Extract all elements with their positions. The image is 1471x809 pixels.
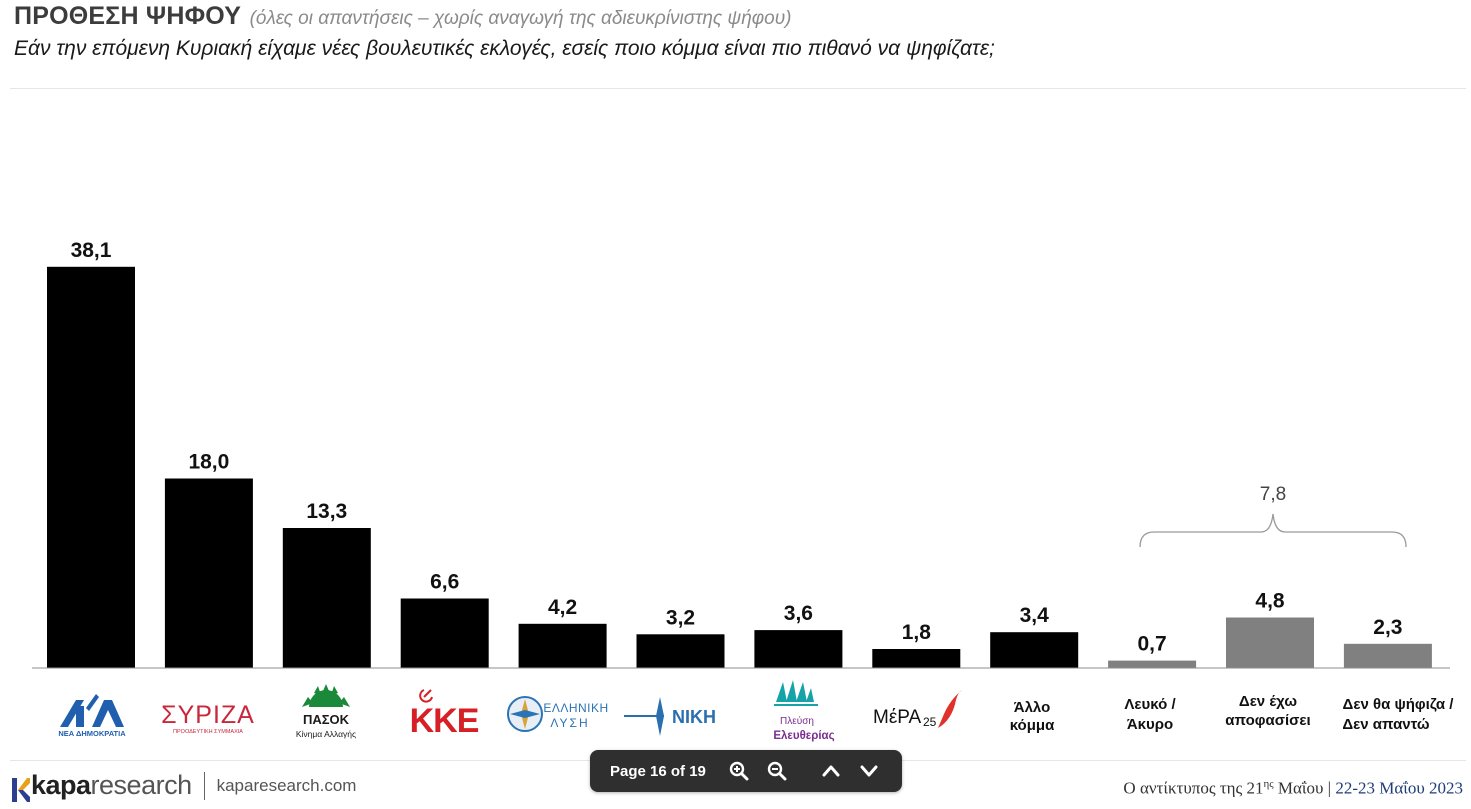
bar-10 <box>1108 660 1197 668</box>
category-label-niki: ΝΙΚΗ <box>624 697 716 736</box>
bar-5 <box>518 623 607 668</box>
pasok-logo-subtext: Κίνημα Αλλαγής <box>296 729 356 739</box>
nd-logo-text: ΝΕΑ ΔΗΜΟΚΡΑΤΙΑ <box>58 729 126 738</box>
footer-website[interactable]: kaparesearch.com <box>216 775 357 795</box>
bar-value-label-3: 13,3 <box>306 500 347 523</box>
syriza-logo-text: ΣΥΡΙΖΑ <box>161 701 255 729</box>
previous-page-button[interactable] <box>817 757 845 785</box>
allo-label-line2: κόμμα <box>1010 717 1055 734</box>
bar-value-label-4: 6,6 <box>430 571 459 594</box>
bar-value-label-12: 2,3 <box>1373 616 1402 639</box>
pasok-logo-text: ΠΑΣΟΚ <box>303 712 350 727</box>
undecided-bracket: 7,8 <box>1139 484 1407 548</box>
chevron-up-icon <box>822 765 840 777</box>
niki-logo-text: ΝΙΚΗ <box>672 707 716 727</box>
zoom-out-button[interactable] <box>763 757 791 785</box>
bar-value-label-5: 4,2 <box>548 596 577 619</box>
header: ΠΡΟΘΕΣΗ ΨΗΦΟΥ (όλες οι απαντήσεις – χωρί… <box>14 2 995 61</box>
elliniki-lysi-text-line2: ΛΥΣΗ <box>550 716 589 730</box>
pdf-page-toolbar: Page 16 of 19 <box>590 750 902 792</box>
footer-brand: kaparesearch kaparesearch.com <box>12 770 357 802</box>
bar-value-label-2: 18,0 <box>188 451 229 474</box>
category-label-lefko: Λευκό / Άκυρο <box>1124 696 1176 733</box>
category-label-elliniki-lysi: ΕΛΛΗΝΙΚΗ ΛΥΣΗ <box>507 696 608 732</box>
bar-value-label-10: 0,7 <box>1137 633 1166 656</box>
kke-logo-text: ΚΚΕ <box>410 702 479 740</box>
category-label-den-tha: Δεν θα ψήφιζα / Δεν απαντώ <box>1342 696 1454 733</box>
brand-wordmark: kaparesearch <box>31 770 192 801</box>
footer-context-sup: ης <box>1263 778 1274 790</box>
bar-value-label-8: 1,8 <box>902 621 932 644</box>
allo-label-line1: Άλλο <box>1014 699 1051 716</box>
mera25-logo-number: 25 <box>923 715 937 729</box>
footer-context: Ο αντίκτυπος της 21 <box>1123 778 1264 798</box>
next-page-button[interactable] <box>855 757 883 785</box>
footer-dates: 22-23 Μαΐου 2023 <box>1335 778 1463 798</box>
bar-4 <box>400 598 489 668</box>
category-label-den-exo: Δεν έχω αποφασίσει <box>1225 693 1310 729</box>
brand-part1: kapa <box>31 770 91 800</box>
bar-value-label-11: 4,8 <box>1255 590 1285 613</box>
bar-2 <box>164 478 253 668</box>
bar-7 <box>754 630 843 668</box>
chart-title: ΠΡΟΘΕΣΗ ΨΗΦΟΥ <box>14 2 242 30</box>
bar-value-label-1: 38,1 <box>71 239 112 262</box>
category-label-nd: ΝΕΑ ΔΗΜΟΚΡΑΤΙΑ <box>58 694 126 738</box>
niki-star-icon <box>624 697 664 736</box>
syriza-logo-subtext: ΠΡΟΟΔΕΥΤΙΚΗ ΣΥΜΜΑΧΙΑ <box>173 729 243 735</box>
bar-8 <box>872 649 961 668</box>
bar-value-label-6: 3,2 <box>666 606 695 629</box>
bar-1 <box>47 266 135 668</box>
bar-11 <box>1226 617 1314 668</box>
bar-value-label-9: 3,4 <box>1020 604 1050 627</box>
nd-logo-icon <box>60 694 124 727</box>
pasok-sun-icon <box>302 684 350 707</box>
category-label-mera25: ΜέΡΑ 25 <box>873 690 962 729</box>
bars-layer <box>47 266 1432 668</box>
top-divider <box>10 88 1466 89</box>
category-label-plefsi: Πλεύση Ελευθερίας <box>773 680 835 742</box>
bar-12 <box>1343 643 1432 668</box>
bracket-line <box>1139 513 1407 548</box>
title-line: ΠΡΟΘΕΣΗ ΨΗΦΟΥ (όλες οι απαντήσεις – χωρί… <box>14 2 995 31</box>
category-label-kke: ΚΚΕ <box>410 689 480 740</box>
den-exo-label-line2: αποφασίσει <box>1225 712 1310 729</box>
compass-icon <box>507 696 543 732</box>
hammer-sickle-icon <box>419 689 433 703</box>
swallow-icon <box>938 690 962 728</box>
den-exo-label-line1: Δεν έχω <box>1239 693 1297 710</box>
bar-6 <box>636 634 725 668</box>
chevron-down-icon <box>860 765 878 777</box>
zoom-in-icon <box>729 761 749 781</box>
zoom-in-button[interactable] <box>725 757 753 785</box>
bar-3 <box>282 528 371 668</box>
vote-intention-chart: 38,118,013,36,64,2 3,2 3,61,83,40,74,82,3 … <box>32 239 1454 742</box>
brand-part2: research <box>90 770 193 800</box>
footer-survey-info: Ο αντίκτυπος της 21ης Μαΐου | 22-23 Μαΐο… <box>1123 778 1463 799</box>
den-tha-label-line1: Δεν θα ψήφιζα / <box>1343 696 1455 713</box>
survey-question: Εάν την επόμενη Κυριακή είχαμε νέες βουλ… <box>14 37 995 60</box>
footer-separator <box>203 771 205 800</box>
page-indicator: Page 16 of 19 <box>610 762 706 780</box>
chart-title-note: (όλες οι απαντήσεις – χωρίς αναγωγή της … <box>249 8 792 29</box>
bar-value-label-7: 3,6 <box>784 602 813 625</box>
kapa-logo-icon <box>12 777 30 802</box>
bar-9 <box>990 632 1079 668</box>
category-label-allo: Άλλο κόμμα <box>1010 699 1055 734</box>
plefsi-text-line1: Πλεύση <box>780 715 814 727</box>
den-tha-label-line2: Δεν απαντώ <box>1342 716 1430 733</box>
zoom-out-icon <box>767 761 787 781</box>
elliniki-lysi-text-line1: ΕΛΛΗΝΙΚΗ <box>543 701 608 715</box>
plefsi-text-line2: Ελευθερίας <box>773 730 834 742</box>
footer-context-tail: Μαΐου | <box>1273 778 1336 798</box>
category-label-syriza: ΣΥΡΙΖΑ ΠΡΟΟΔΕΥΤΙΚΗ ΣΥΜΜΑΧΙΑ <box>161 701 255 735</box>
lefko-label-line1: Λευκό / <box>1124 696 1176 713</box>
value-labels-layer: 38,1 18,0 13,3 6,6 4,2 3,2 3,6 1,8 3,4 0,7 4,8 2,3 <box>71 239 1403 656</box>
ships-icon <box>774 680 818 706</box>
lefko-label-line2: Άκυρο <box>1127 716 1173 733</box>
bracket-total-label: 7,8 <box>1260 484 1286 505</box>
mera25-logo-text: ΜέΡΑ <box>873 707 922 728</box>
category-label-pasok: ΠΑΣΟΚ Κίνημα Αλλαγής <box>296 684 356 739</box>
